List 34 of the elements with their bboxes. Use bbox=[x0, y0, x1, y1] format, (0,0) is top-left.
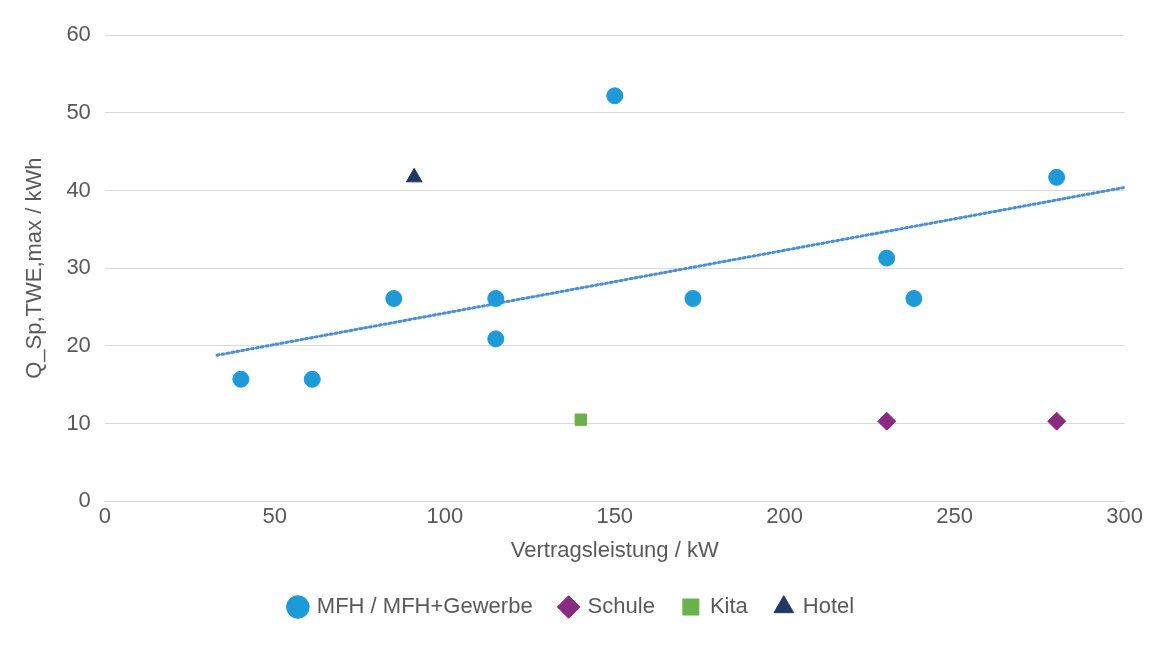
x-axis-title: Vertragsleistung / kW bbox=[510, 536, 719, 562]
point bbox=[1047, 411, 1067, 431]
x-tick-label: 50 bbox=[262, 503, 288, 529]
point bbox=[303, 370, 321, 388]
point bbox=[487, 289, 505, 307]
x-tick-label: 150 bbox=[596, 503, 634, 529]
x-tick-label: 200 bbox=[766, 503, 804, 529]
y-axis-title: Q_Sp,TWE,max / kWh bbox=[21, 157, 47, 379]
point bbox=[606, 87, 624, 105]
point bbox=[1048, 168, 1066, 186]
point bbox=[385, 289, 403, 307]
y-tick-label: 40 bbox=[66, 176, 91, 202]
point bbox=[405, 167, 423, 183]
y-tick-label: 10 bbox=[66, 409, 91, 435]
point bbox=[574, 413, 587, 426]
y-tick-label: 0 bbox=[78, 487, 91, 513]
y-tick-label: 30 bbox=[66, 254, 91, 280]
point bbox=[232, 370, 250, 388]
x-tick-label: 100 bbox=[426, 503, 464, 529]
point bbox=[487, 330, 505, 348]
point bbox=[905, 289, 923, 307]
legend-label: Kita bbox=[709, 593, 749, 619]
legend-label: Schule bbox=[587, 593, 655, 619]
y-tick-label: 20 bbox=[66, 331, 91, 357]
point bbox=[878, 249, 896, 267]
x-tick-label: 250 bbox=[936, 503, 974, 529]
y-tick-label: 50 bbox=[66, 98, 91, 124]
legend-label: Hotel bbox=[802, 593, 855, 619]
x-tick-label: 300 bbox=[1106, 503, 1144, 529]
point bbox=[684, 289, 702, 307]
y-tick-label: 60 bbox=[66, 21, 91, 47]
point bbox=[877, 411, 897, 431]
legend-label: MFH / MFH+Gewerbe bbox=[316, 593, 533, 619]
x-tick-label: 0 bbox=[98, 503, 111, 529]
